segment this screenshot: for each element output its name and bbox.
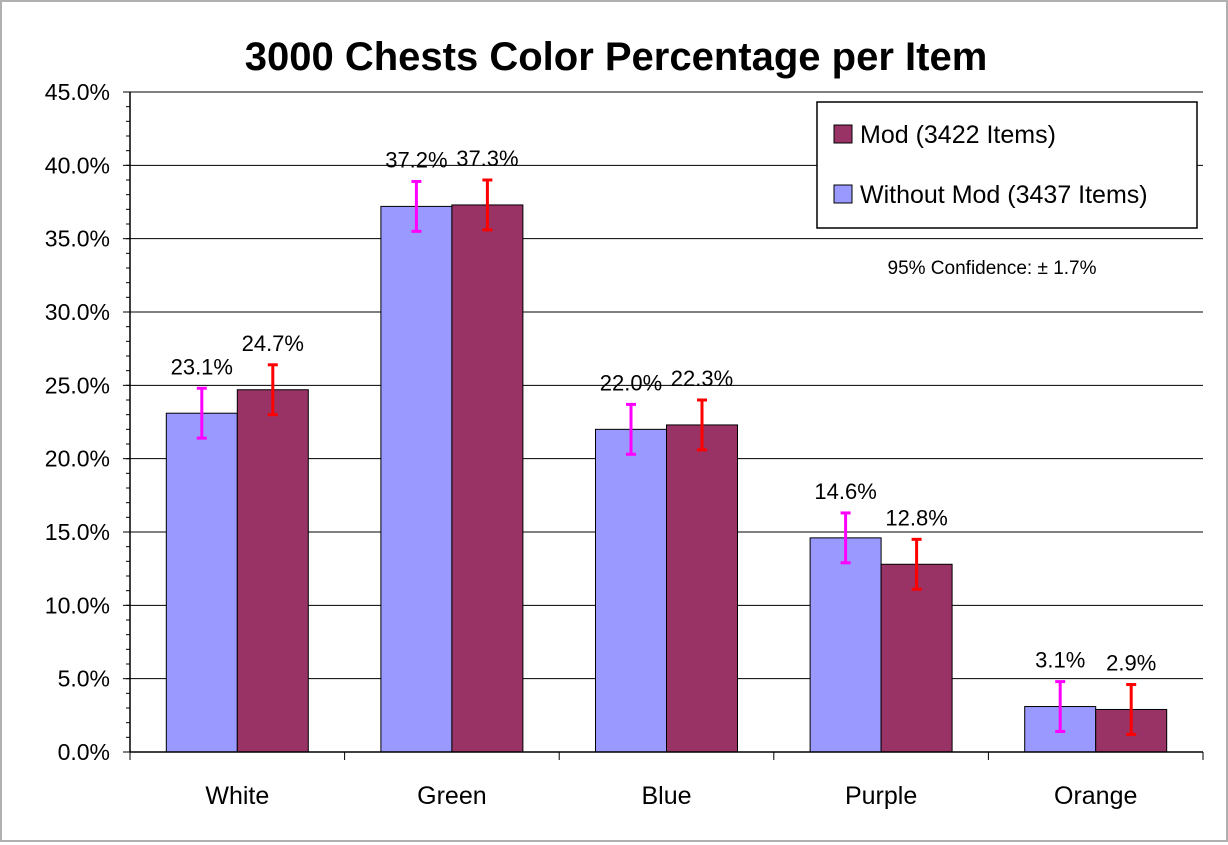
- legend-label: Mod (3422 Items): [860, 121, 1056, 149]
- data-label: 22.3%: [671, 366, 733, 391]
- y-axis-ticks: 0.0% 5.0% 10.0% 15.0% 20.0% 25.0% 30.0% 35.0% 40…: [45, 79, 130, 765]
- data-labels: 23.1% 24.7% 37.2% 37.3% 22.0% 22.3% 14.6% 12.8%…: [171, 146, 1157, 676]
- data-label: 12.8%: [885, 505, 947, 530]
- y-tick-label: 40.0%: [45, 152, 110, 178]
- x-axis-categories: White Green Blue Purple Orange: [205, 782, 1137, 810]
- legend-label: Without Mod (3437 Items): [860, 181, 1148, 209]
- data-label: 37.3%: [456, 146, 518, 171]
- bar-green-series-1: [451, 204, 524, 753]
- category-label: White: [205, 782, 269, 810]
- chart-title: 3000 Chests Color Percentage per Item: [245, 35, 988, 79]
- legend-box: [816, 101, 1198, 229]
- legend: Mod (3422 Items) Without Mod (3437 Items): [816, 101, 1198, 229]
- bar-white-series-1: [236, 389, 309, 753]
- bar-purple-series-1: [880, 563, 953, 753]
- category-label: Green: [417, 782, 486, 810]
- bar-green-series-0: [380, 205, 453, 753]
- data-label: 24.7%: [242, 331, 304, 356]
- data-label: 22.0%: [600, 370, 662, 395]
- data-label: 2.9%: [1106, 651, 1156, 676]
- axes: [129, 92, 1204, 760]
- category-label: Purple: [845, 782, 917, 810]
- bar-blue-series-1: [666, 424, 738, 753]
- category-label: Blue: [641, 782, 691, 810]
- y-tick-label: 30.0%: [45, 299, 110, 325]
- legend-swatch: [833, 124, 853, 144]
- y-tick-label: 0.0%: [58, 739, 110, 765]
- category-label: Orange: [1054, 782, 1137, 810]
- y-tick-label: 5.0%: [58, 666, 110, 692]
- legend-swatch: [833, 184, 853, 204]
- bar-purple-series-0: [809, 537, 882, 753]
- data-label: 14.6%: [814, 479, 876, 504]
- y-tick-label: 45.0%: [45, 79, 110, 105]
- bar-blue-series-0: [595, 428, 667, 753]
- data-label: 23.1%: [171, 354, 233, 379]
- confidence-annotation: 95% Confidence: ± 1.7%: [888, 258, 1097, 279]
- data-label: 37.2%: [385, 147, 447, 172]
- bar-white-series-0: [165, 412, 238, 753]
- y-tick-label: 10.0%: [45, 592, 110, 618]
- gridlines: [130, 91, 1203, 680]
- y-tick-label: 25.0%: [45, 372, 110, 398]
- y-tick-label: 35.0%: [45, 226, 110, 252]
- data-label: 3.1%: [1035, 648, 1085, 673]
- error-bars: [196, 178, 1137, 736]
- y-tick-label: 15.0%: [45, 519, 110, 545]
- y-tick-label: 20.0%: [45, 446, 110, 472]
- bars: [165, 204, 1168, 753]
